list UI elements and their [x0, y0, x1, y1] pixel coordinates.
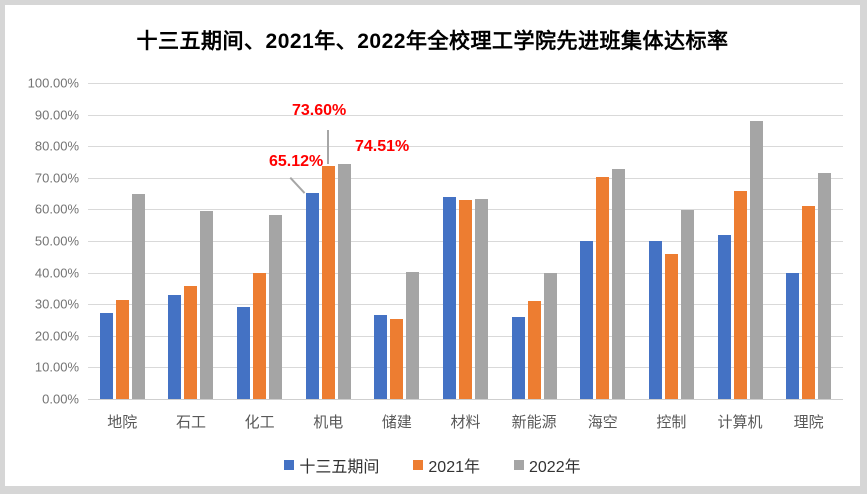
legend-item-十三五期间: 十三五期间 — [284, 453, 379, 477]
bar-十三五期间-计算机 — [717, 234, 731, 399]
leader-line-orange — [327, 130, 329, 164]
legend-swatch-icon — [413, 460, 424, 470]
x-axis-label-储建: 储建 — [381, 414, 412, 431]
x-axis-label-新能源: 新能源 — [511, 414, 557, 431]
x-axis-label-海空: 海空 — [587, 414, 618, 431]
bar-2022年-材料 — [475, 198, 489, 399]
y-axis-tick-label: 60.00% — [34, 201, 79, 217]
y-axis-tick-label: 40.00% — [34, 265, 79, 281]
bar-group-计算机 — [706, 83, 775, 399]
gridline — [88, 114, 843, 116]
x-axis-label-理院: 理院 — [793, 414, 824, 431]
legend: 十三五期间 2021年 2022年 — [5, 453, 860, 477]
y-axis-tick-label: 80.00% — [34, 138, 79, 154]
data-label-callout-1: 65.12% — [269, 153, 324, 170]
legend-item-2022年: 2022年 — [514, 453, 581, 477]
bar-group-控制 — [637, 83, 706, 399]
gridline — [88, 399, 843, 400]
bar-2021年-控制 — [664, 254, 678, 399]
y-axis-tick-label: 50.00% — [34, 233, 79, 249]
bar-2021年-化工 — [253, 272, 267, 399]
bar-group-机电 — [294, 83, 363, 399]
bar-group-石工 — [157, 83, 226, 399]
data-label-callout-3: 74.51% — [355, 138, 410, 155]
bar-十三五期间-海空 — [580, 241, 594, 399]
bar-2021年-计算机 — [733, 191, 747, 399]
bar-2021年-材料 — [459, 200, 473, 399]
bar-2021年-新能源 — [527, 300, 541, 399]
bar-十三五期间-化工 — [237, 306, 251, 399]
bar-十三五期间-理院 — [786, 272, 800, 399]
chart-title: 十三五期间、2021年、2022年全校理工学院先进班集体达标率 — [136, 30, 729, 53]
bar-group-地院 — [88, 83, 157, 399]
bar-2022年-控制 — [680, 210, 694, 399]
bar-十三五期间-石工 — [168, 294, 182, 399]
y-axis-tick-label: 10.00% — [34, 359, 79, 375]
bar-2021年-石工 — [184, 286, 198, 399]
legend-item-2021年: 2021年 — [413, 453, 480, 477]
x-axis-label-计算机: 计算机 — [717, 414, 763, 431]
bar-group-理院 — [774, 83, 843, 399]
y-axis-tick-label: 90.00% — [34, 107, 79, 123]
bar-2022年-储建 — [406, 271, 420, 399]
x-axis-label-材料: 材料 — [450, 414, 481, 431]
bar-2021年-理院 — [802, 206, 816, 399]
x-axis-label-控制: 控制 — [656, 414, 687, 431]
bar-十三五期间-材料 — [443, 196, 457, 399]
bar-十三五期间-新能源 — [511, 316, 525, 399]
y-axis-tick-label: 0.00% — [42, 391, 79, 407]
bar-2022年-新能源 — [543, 272, 557, 399]
bar-group-储建 — [363, 83, 432, 399]
bar-十三五期间-地院 — [99, 312, 113, 399]
bar-2022年-海空 — [612, 168, 626, 399]
bar-2022年-计算机 — [749, 120, 763, 399]
legend-label: 2022年 — [529, 459, 581, 476]
x-axis-label-化工: 化工 — [244, 414, 275, 431]
bar-group-化工 — [225, 83, 294, 399]
x-axis-label-石工: 石工 — [175, 414, 206, 431]
legend-swatch-icon — [514, 460, 524, 470]
bar-group-新能源 — [500, 83, 569, 399]
bar-十三五期间-储建 — [374, 314, 388, 399]
bar-2021年-储建 — [390, 319, 404, 399]
bar-十三五期间-控制 — [648, 241, 662, 399]
data-label-callout-2: 73.60% — [292, 102, 347, 119]
bar-2021年-地院 — [115, 299, 129, 399]
bar-groups — [88, 83, 843, 399]
x-axis-label-机电: 机电 — [313, 414, 344, 431]
x-axis: 地院 石工 化工 机电 储建 材料 新能源 海空 控制 计算机 理院 — [88, 411, 843, 431]
bar-2022年-地院 — [131, 193, 145, 399]
y-axis-tick-label: 70.00% — [34, 170, 79, 186]
gridline — [88, 83, 843, 84]
y-axis-tick-label: 100.00% — [27, 75, 79, 91]
legend-swatch-icon — [284, 460, 295, 470]
bar-2022年-理院 — [818, 172, 832, 399]
gridline — [88, 146, 843, 148]
bar-2022年-机电 — [337, 163, 351, 399]
y-axis-tick-label: 30.00% — [34, 296, 79, 312]
bar-2022年-石工 — [200, 210, 214, 399]
y-axis: 100.00% 90.00% 80.00% 70.00% 60.00% 50.00% 40.… — [5, 76, 79, 407]
bar-十三五期间-机电 — [305, 193, 319, 399]
legend-label: 十三五期间 — [299, 459, 380, 476]
bar-2021年-海空 — [596, 176, 610, 399]
bar-2022年-化工 — [269, 215, 283, 399]
gridline — [88, 177, 843, 179]
bar-group-海空 — [568, 83, 637, 399]
bar-2021年-机电 — [321, 166, 335, 399]
plot-area: 65.12% 73.60% 74.51% — [88, 83, 843, 400]
bar-group-材料 — [431, 83, 500, 399]
legend-label: 2021年 — [428, 459, 480, 476]
x-axis-label-地院: 地院 — [107, 414, 138, 431]
y-axis-tick-label: 20.00% — [34, 328, 79, 344]
